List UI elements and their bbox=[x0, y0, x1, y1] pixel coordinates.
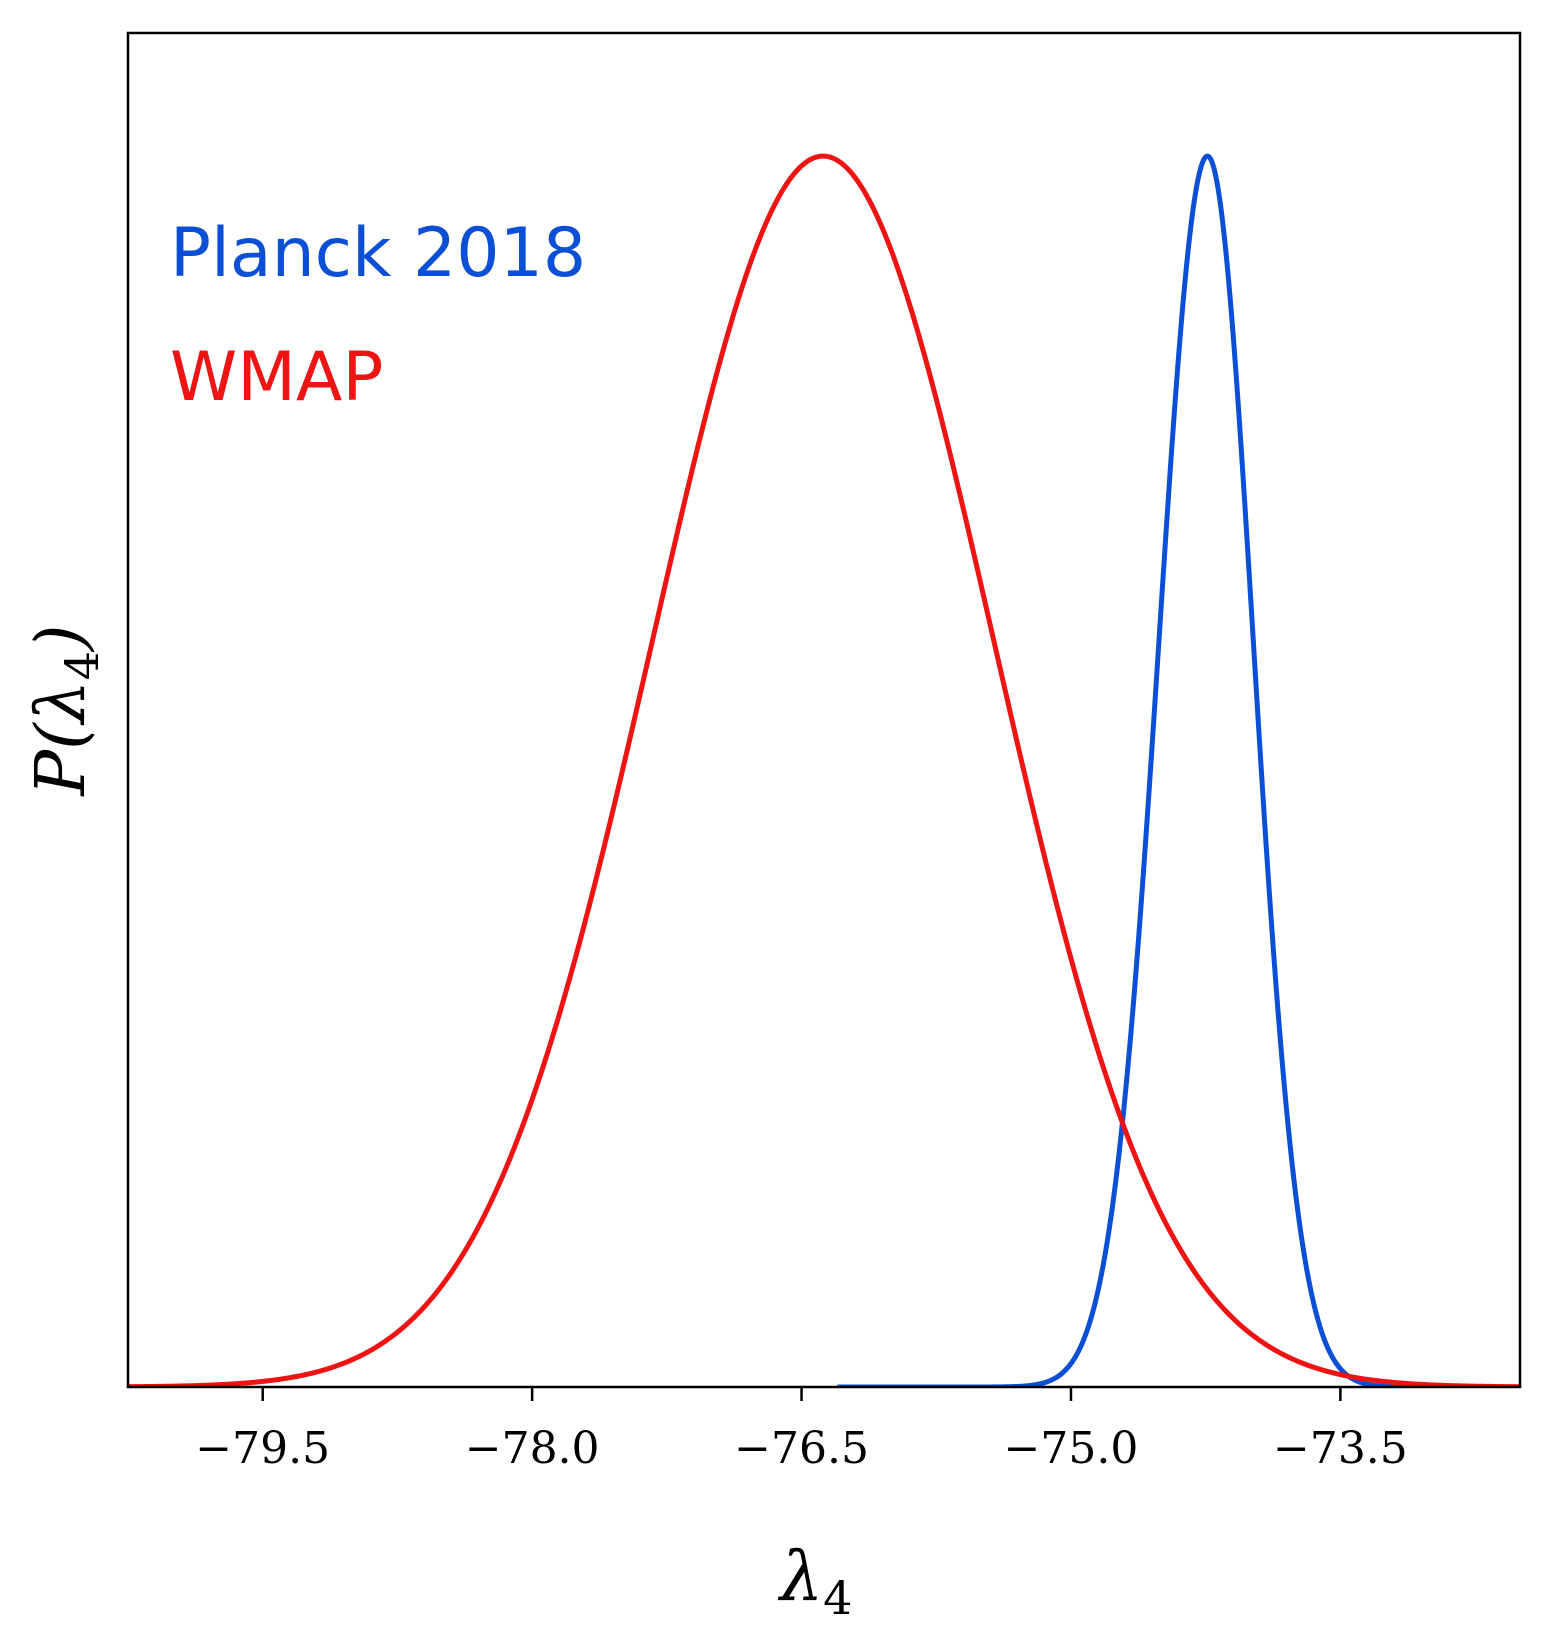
series-line-wmap bbox=[128, 153, 1520, 1387]
series-line-planck-2018 bbox=[835, 153, 1520, 1387]
x-axis-label-subscript: 4 bbox=[823, 1571, 852, 1625]
x-tick-label: −78.0 bbox=[465, 1423, 600, 1474]
y-axis-label-close: ) bbox=[22, 624, 101, 653]
legend: Planck 2018 WMAP bbox=[170, 214, 586, 417]
x-tick-label: −79.5 bbox=[195, 1423, 330, 1474]
y-axis-label-subscript: 4 bbox=[55, 651, 109, 680]
legend-entry-planck: Planck 2018 bbox=[170, 214, 586, 293]
x-tick-label: −76.5 bbox=[734, 1423, 869, 1474]
y-axis-label: P(λ4) bbox=[22, 624, 109, 797]
legend-entry-wmap: WMAP bbox=[170, 338, 383, 417]
plot-frame bbox=[126, 31, 1522, 1389]
x-tick-label: −75.0 bbox=[1004, 1423, 1139, 1474]
y-axis-label-main: P(λ bbox=[22, 680, 101, 797]
x-axis-label: λ4 bbox=[777, 1538, 852, 1625]
x-tick-label: −73.5 bbox=[1273, 1423, 1408, 1474]
x-axis-label-symbol: λ bbox=[777, 1538, 823, 1617]
